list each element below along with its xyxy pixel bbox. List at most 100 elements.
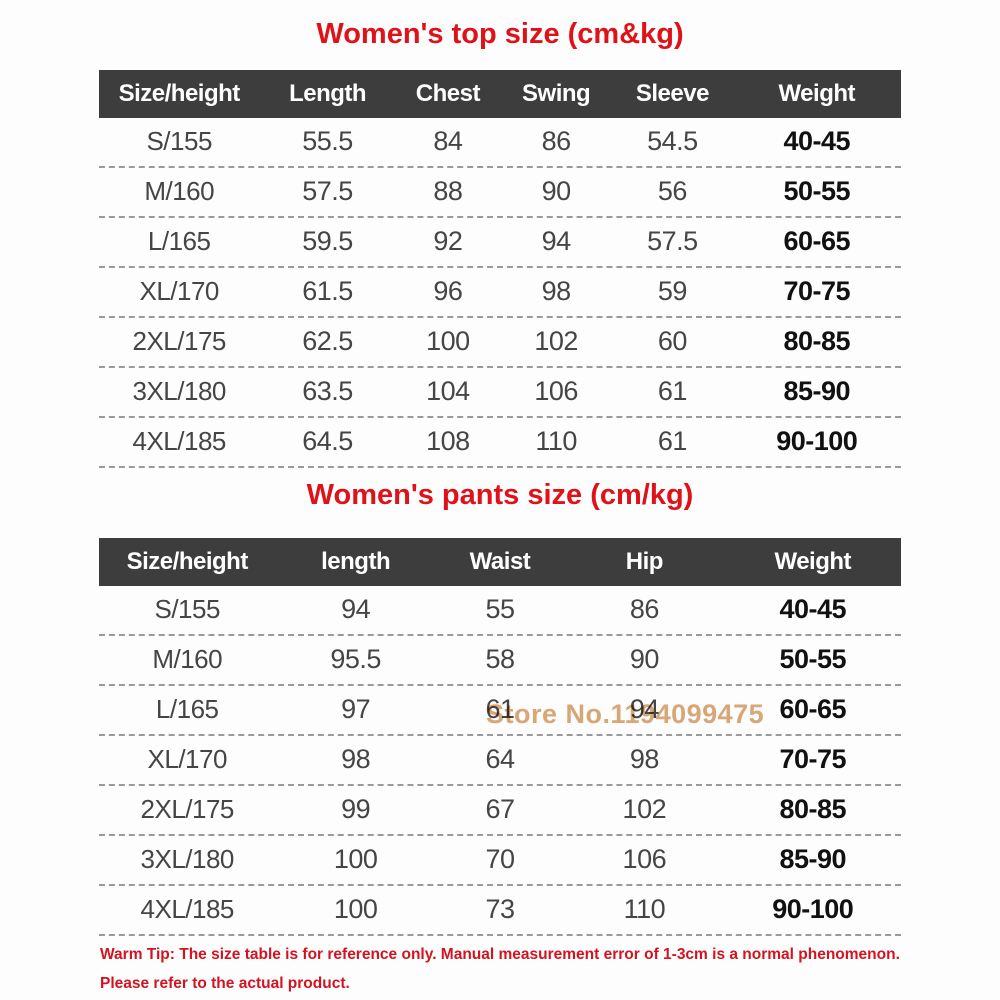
value-cell: 58 [485,644,515,674]
weight-cell: 80-85 [783,326,851,356]
pants-size-table-title: Women's pants size (cm/kg) [306,479,694,511]
table-row: 2XL/175 99 67 102 80-85 [99,786,901,836]
table-row: 4XL/185 64.5 108 110 61 90-100 [99,418,901,468]
weight-cell: 60-65 [779,694,847,724]
value-cell: 94 [541,226,572,256]
size-cell: 4XL/185 [132,426,227,456]
pants-size-table: Size/height length Waist Hip Weight S/155 94 55… [99,538,901,936]
value-cell: 110 [623,894,666,924]
value-cell: 70 [485,844,515,874]
value-cell: 59.5 [302,226,353,256]
weight-cell: 40-45 [779,594,847,624]
column-header: length [321,548,391,575]
column-header: Waist [469,548,531,575]
weight-cell: 85-90 [779,844,847,874]
value-cell: 100 [333,894,378,924]
top-size-table: Size/height Length Chest Swing Sleeve Weight S… [99,70,901,468]
size-cell: 2XL/175 [140,794,235,824]
value-cell: 64.5 [302,426,353,456]
weight-cell: 85-90 [783,376,851,406]
value-cell: 73 [485,894,515,924]
value-cell: 54.5 [647,126,698,156]
value-cell: 106 [534,376,578,406]
value-cell: 102 [622,794,667,824]
size-cell: 2XL/175 [132,326,227,356]
size-cell: 4XL/185 [140,894,235,924]
value-cell: 110 [535,426,577,456]
table-header-row: Size/height length Waist Hip Weight [99,538,901,586]
value-cell: 97 [341,694,371,724]
value-cell: 86 [629,594,660,624]
value-cell: 98 [341,744,371,774]
value-cell: 67 [485,794,515,824]
value-cell: 55.5 [302,126,353,156]
column-header: Weight [778,80,855,107]
table-header-row: Size/height Length Chest Swing Sleeve Weight [99,70,901,118]
value-cell: 108 [426,426,470,456]
size-cell: L/165 [155,694,219,724]
value-cell: 61 [485,694,515,724]
table-row: S/155 55.5 84 86 54.5 40-45 [99,118,901,168]
value-cell: 94 [341,594,371,624]
size-cell: S/155 [154,594,220,624]
value-cell: 59 [657,276,688,306]
weight-cell: 90-100 [772,894,854,924]
value-cell: 99 [341,794,371,824]
value-cell: 96 [433,276,463,306]
size-cell: XL/170 [139,276,219,306]
value-cell: 94 [629,694,660,724]
value-cell: 92 [433,226,463,256]
column-header: Hip [625,548,664,575]
value-cell: 90 [629,644,660,674]
weight-cell: 40-45 [783,126,851,156]
weight-cell: 50-55 [783,176,851,206]
weight-cell: 70-75 [779,744,847,774]
weight-cell: 90-100 [776,426,858,456]
size-cell: 3XL/180 [140,844,235,874]
weight-cell: 70-75 [783,276,851,306]
warning-line-2: Please refer to the actual product. [100,975,350,992]
size-cell: 3XL/180 [132,376,227,406]
size-cell: M/160 [144,176,215,206]
size-cell: M/160 [152,644,223,674]
table-row: 3XL/180 100 70 106 85-90 [99,836,901,886]
table-row: L/165 59.5 92 94 57.5 60-65 [99,218,901,268]
value-cell: 86 [541,126,572,156]
value-cell: 98 [629,744,660,774]
value-cell: 55 [485,594,515,624]
weight-cell: 60-65 [783,226,851,256]
warning-line-1: Warm Tip: The size table is for referenc… [100,946,900,963]
value-cell: 61 [657,426,688,456]
table-row: XL/170 61.5 96 98 59 70-75 [99,268,901,318]
value-cell: 98 [541,276,572,306]
warning-note: Warm Tip: The size table is for referenc… [100,944,1000,995]
table-row: 2XL/175 62.5 100 102 60 80-85 [99,318,901,368]
size-cell: S/155 [146,126,212,156]
value-cell: 95.5 [330,644,381,674]
table-row: M/160 95.5 58 90 50-55 [99,636,901,686]
value-cell: 90 [541,176,572,206]
column-header: Size/height [126,548,249,575]
value-cell: 106 [622,844,667,874]
table-row: L/165 97 61 94 60-65 [99,686,901,736]
value-cell: 100 [426,326,470,356]
weight-cell: 80-85 [779,794,847,824]
column-header: Sleeve [635,80,710,107]
value-cell: 64 [485,744,515,774]
value-cell: 84 [433,126,463,156]
column-header: Chest [415,80,481,107]
column-header: Length [289,80,367,107]
column-header: Weight [774,548,852,575]
table-row: 3XL/180 63.5 104 106 61 85-90 [99,368,901,418]
table-row: S/155 94 55 86 40-45 [99,586,901,636]
value-cell: 57.5 [647,226,698,256]
size-cell: XL/170 [147,744,228,774]
value-cell: 104 [426,376,470,406]
value-cell: 100 [333,844,378,874]
value-cell: 102 [534,326,578,356]
value-cell: 60 [657,326,688,356]
size-cell: L/165 [147,226,211,256]
table-row: XL/170 98 64 98 70-75 [99,736,901,786]
top-size-table-title: Women's top size (cm&kg) [316,18,684,50]
table-row: M/160 57.5 88 90 56 50-55 [99,168,901,218]
